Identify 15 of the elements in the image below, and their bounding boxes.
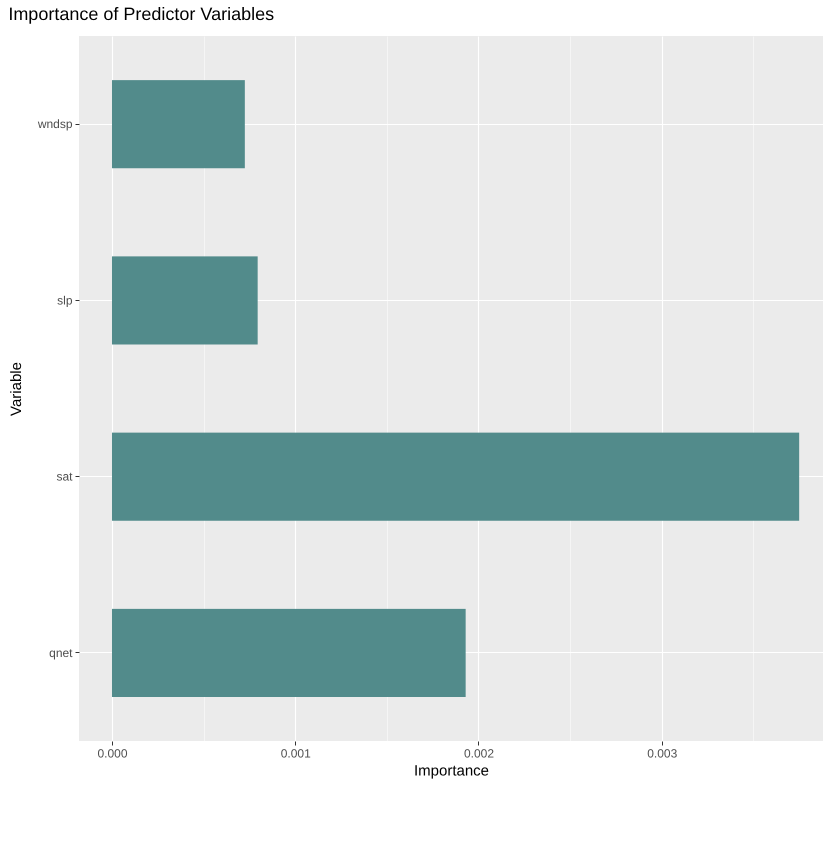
y-tick-label: qnet (49, 646, 74, 660)
y-tick-label: slp (57, 293, 73, 308)
bar (112, 80, 245, 168)
x-axis-title: Importance (414, 762, 490, 780)
x-tick-label: 0.003 (647, 746, 678, 760)
x-tick-label: 0.000 (97, 746, 128, 760)
x-tick-label: 0.002 (464, 746, 494, 760)
x-tick-label: 0.001 (280, 746, 312, 760)
chart-title: Importance of Predictor Variables (8, 4, 274, 24)
y-tick-label: sat (56, 470, 74, 484)
y-axis-title: Variable (8, 362, 25, 416)
bar (112, 432, 800, 521)
bar (112, 256, 258, 344)
bar (112, 608, 466, 697)
y-tick-label: wndsp (36, 117, 73, 132)
